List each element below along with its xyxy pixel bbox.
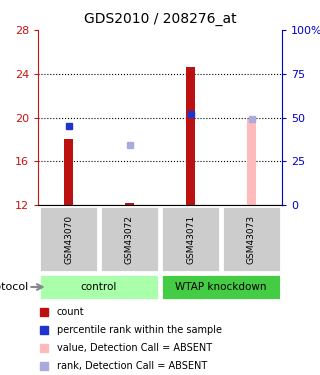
Text: value, Detection Call = ABSENT: value, Detection Call = ABSENT [57,343,212,353]
Text: GSM43070: GSM43070 [64,214,73,264]
Bar [39,206,98,272]
Text: GSM43071: GSM43071 [186,214,195,264]
Title: GDS2010 / 208276_at: GDS2010 / 208276_at [84,12,236,26]
Text: control: control [81,282,117,292]
Bar [125,203,134,205]
Bar [39,274,159,300]
Text: GSM43073: GSM43073 [247,214,256,264]
Text: WTAP knockdown: WTAP knockdown [175,282,267,292]
Bar [222,206,281,272]
Bar [161,206,220,272]
Bar [161,274,281,300]
Bar [64,140,73,205]
Bar [100,206,159,272]
Text: GSM43072: GSM43072 [125,214,134,264]
Text: rank, Detection Call = ABSENT: rank, Detection Call = ABSENT [57,361,207,371]
Text: protocol: protocol [0,282,28,292]
Text: count: count [57,307,84,317]
Bar [186,67,195,205]
Text: percentile rank within the sample: percentile rank within the sample [57,325,222,335]
Bar [247,118,256,205]
